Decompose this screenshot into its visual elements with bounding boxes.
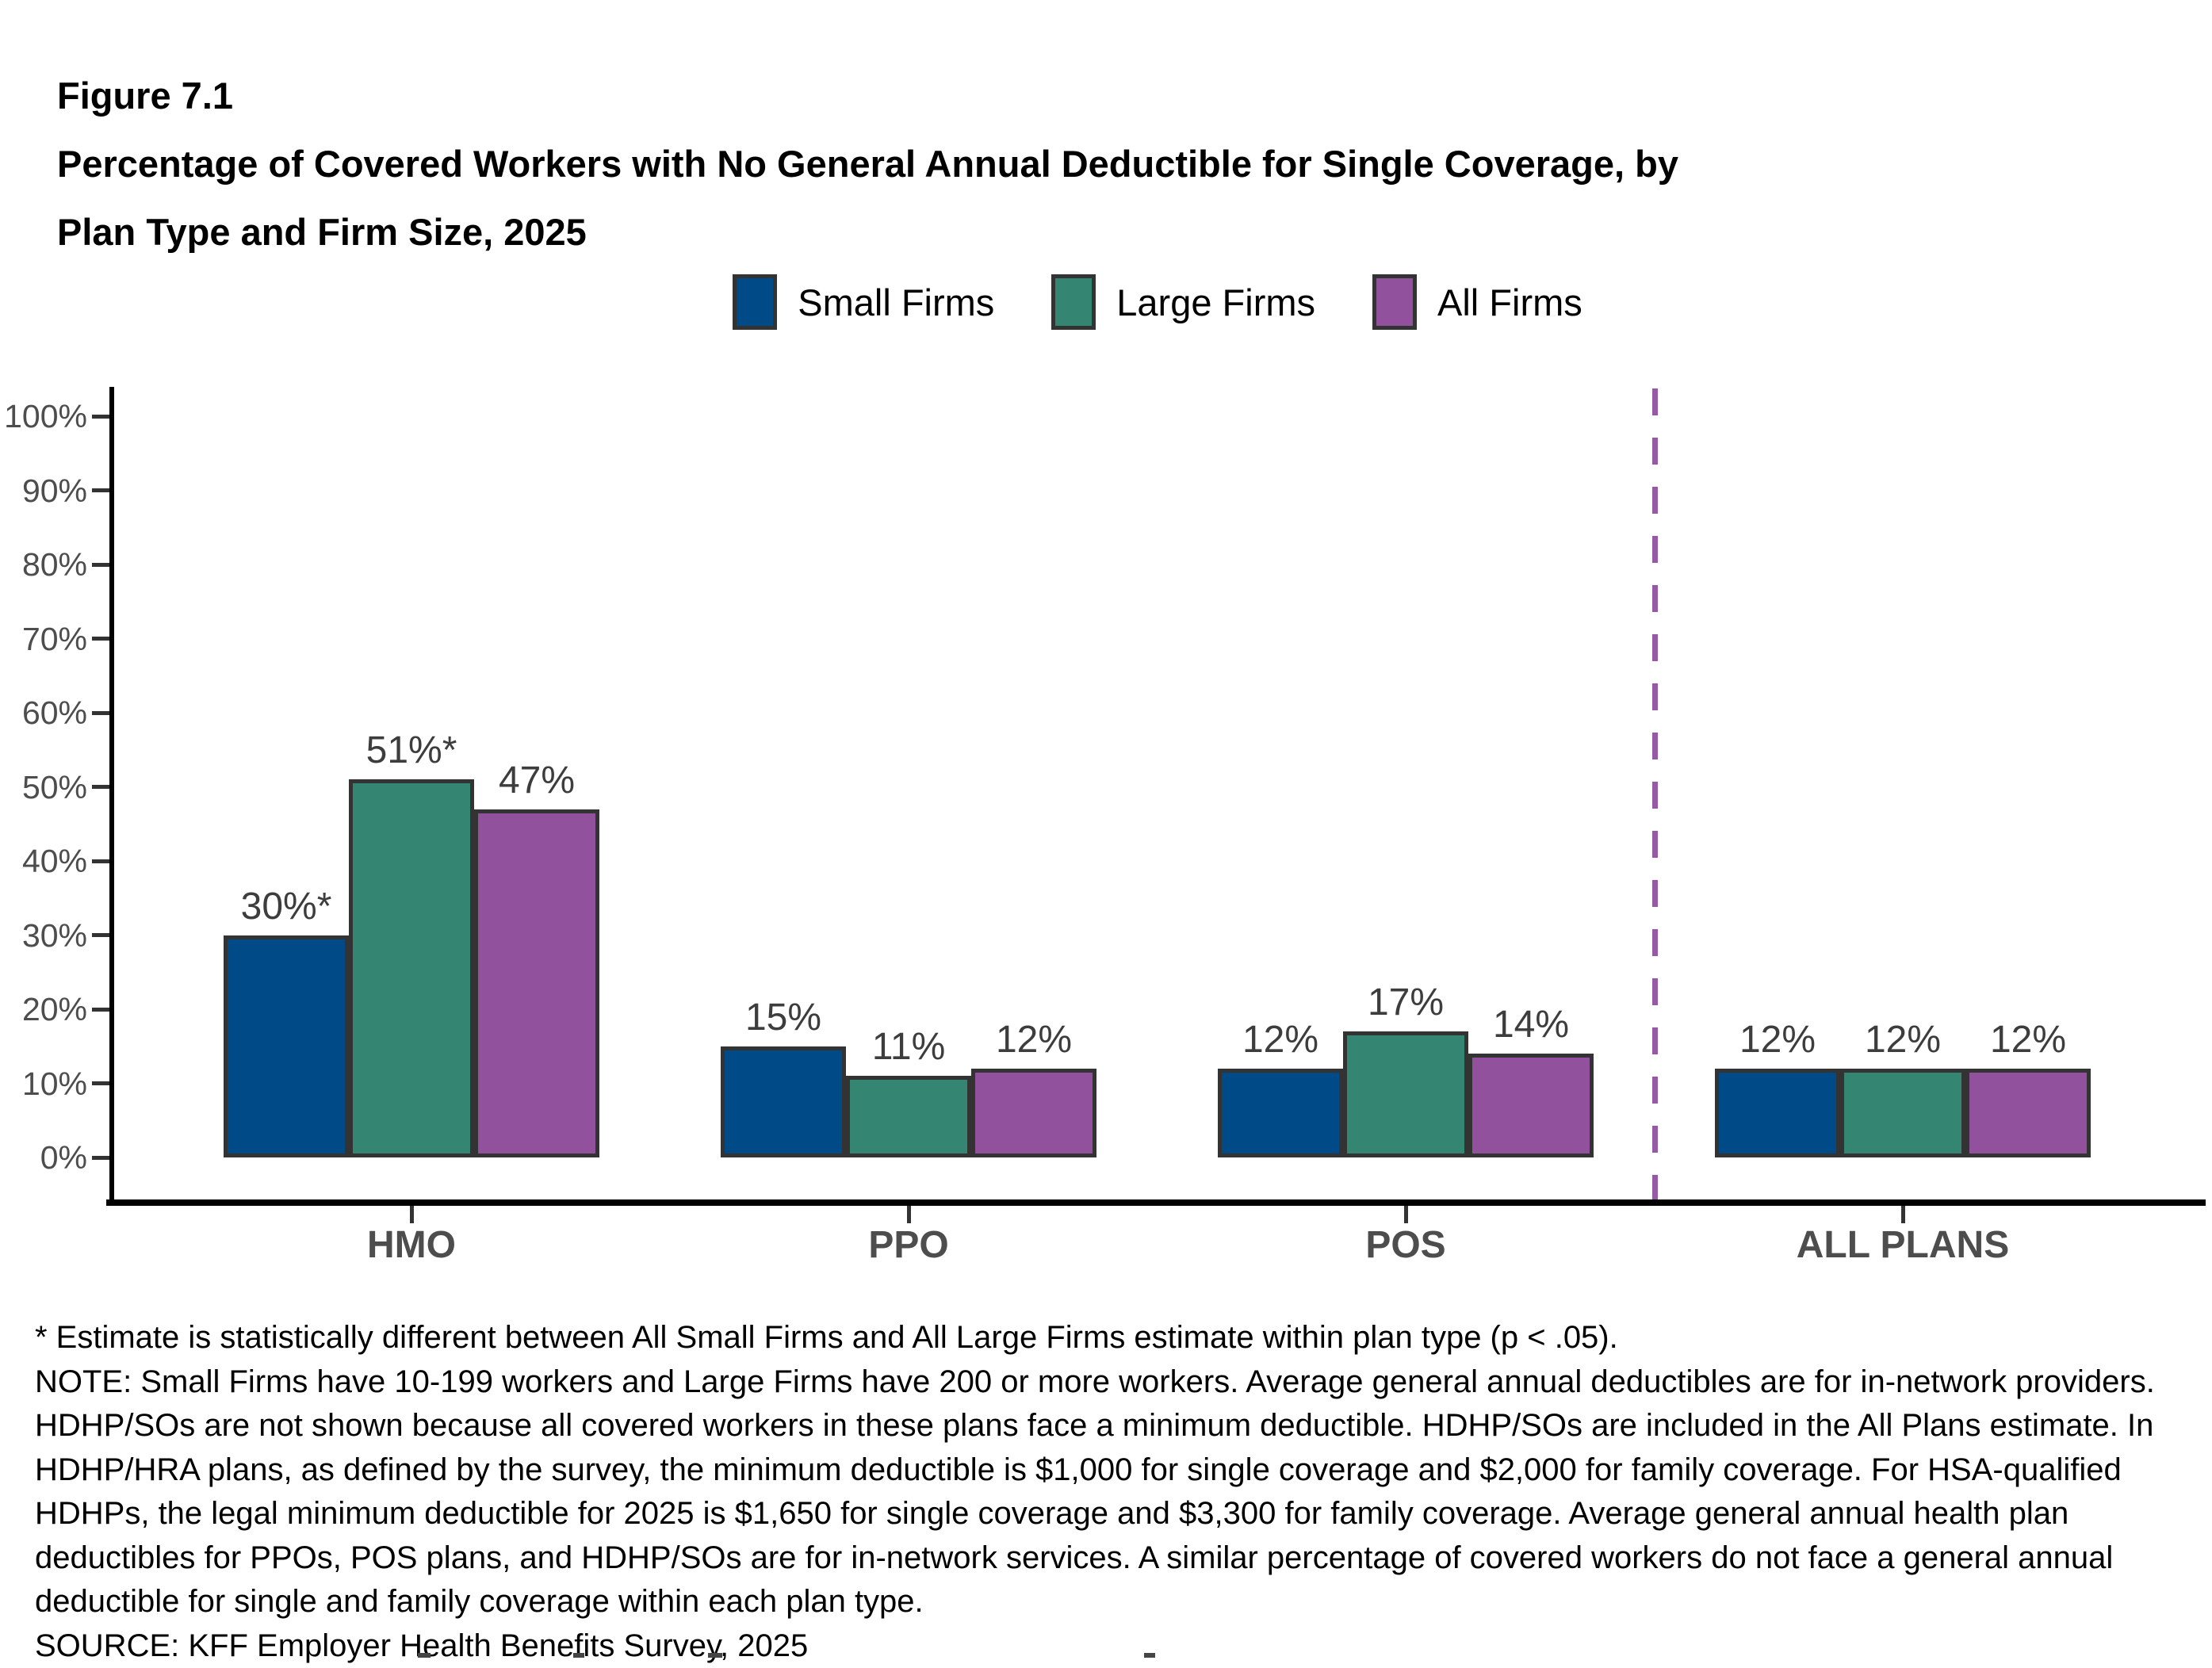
footnote-note-line: NOTE: Small Firms have 10-199 workers an… — [35, 1360, 2207, 1405]
bar-hmo-large-firms — [349, 779, 474, 1157]
bar-value-label: 14% — [1436, 1003, 1626, 1047]
bar-hmo-all-firms — [474, 809, 599, 1157]
x-axis-category-label: POS — [1231, 1223, 1580, 1267]
y-axis-tick-label: 50% — [0, 768, 87, 806]
all-plans-separator-dashed-line — [1652, 388, 1658, 1199]
bar-all-plans-all-firms — [1965, 1069, 2091, 1157]
y-axis-tick-label: 0% — [0, 1138, 87, 1176]
footnote-note-line: HDHP/SOs are not shown because all cover… — [35, 1404, 2207, 1448]
y-axis-tick-label: 90% — [0, 472, 87, 510]
bar-ppo-large-firms — [846, 1076, 971, 1157]
y-axis-tick-label: 80% — [0, 545, 87, 583]
y-axis-tick — [92, 1156, 109, 1160]
y-axis-tick — [92, 1081, 109, 1085]
bar-ppo-all-firms — [971, 1069, 1096, 1157]
footnote-note-line: deductible for single and family coverag… — [35, 1580, 2207, 1624]
footnote-note-line: deductibles for PPOs, POS plans, and HDH… — [35, 1536, 2207, 1581]
y-axis-tick — [92, 933, 109, 937]
cropped-content-sliver — [573, 1653, 584, 1658]
x-axis-line — [106, 1199, 2206, 1206]
bar-pos-large-firms — [1343, 1031, 1468, 1157]
y-axis-tick — [92, 785, 109, 789]
bar-hmo-small-firms — [224, 935, 349, 1158]
y-axis-tick-label: 70% — [0, 620, 87, 658]
bar-pos-small-firms — [1218, 1069, 1343, 1157]
y-axis-tick-label: 100% — [0, 397, 87, 435]
cropped-content-sliver — [418, 1653, 431, 1658]
footnote-note-line: HDHPs, the legal minimum deductible for … — [35, 1492, 2207, 1536]
y-axis-tick-label: 40% — [0, 842, 87, 880]
cropped-content-sliver — [1144, 1653, 1155, 1658]
x-axis-tick — [410, 1206, 414, 1223]
footnotes: * Estimate is statistically different be… — [35, 1316, 2207, 1668]
y-axis-tick-label: 20% — [0, 990, 87, 1028]
x-axis-category-label: HMO — [237, 1223, 586, 1267]
y-axis-tick — [92, 488, 109, 492]
footnote-note-line: HDHP/HRA plans, as defined by the survey… — [35, 1448, 2207, 1493]
y-axis-tick-label: 10% — [0, 1065, 87, 1103]
x-axis-tick — [1901, 1206, 1905, 1223]
y-axis-tick — [92, 563, 109, 567]
bar-value-label: 47% — [442, 759, 632, 803]
y-axis-line — [109, 387, 114, 1204]
y-axis-tick — [92, 637, 109, 641]
y-axis-tick — [92, 711, 109, 715]
y-axis-tick-label: 30% — [0, 916, 87, 955]
y-axis-tick — [92, 859, 109, 863]
bar-value-label: 12% — [939, 1018, 1129, 1062]
y-axis-tick — [92, 1008, 109, 1012]
x-axis-tick — [1404, 1206, 1408, 1223]
y-axis-tick — [92, 415, 109, 419]
x-axis-category-label: PPO — [734, 1223, 1083, 1267]
footnote-asterisk: * Estimate is statistically different be… — [35, 1316, 2207, 1360]
x-axis-tick — [907, 1206, 911, 1223]
bar-all-plans-small-firms — [1715, 1069, 1840, 1157]
footnote-note: NOTE: Small Firms have 10-199 workers an… — [35, 1360, 2207, 1624]
cropped-content-sliver — [708, 1653, 722, 1658]
x-axis-category-label: ALL PLANS — [1728, 1223, 2077, 1267]
bar-value-label: 12% — [1933, 1018, 2123, 1062]
footnote-source: SOURCE: KFF Employer Health Benefits Sur… — [35, 1624, 2207, 1668]
bar-pos-all-firms — [1468, 1054, 1594, 1157]
y-axis-tick-label: 60% — [0, 694, 87, 732]
bar-all-plans-large-firms — [1840, 1069, 1965, 1157]
